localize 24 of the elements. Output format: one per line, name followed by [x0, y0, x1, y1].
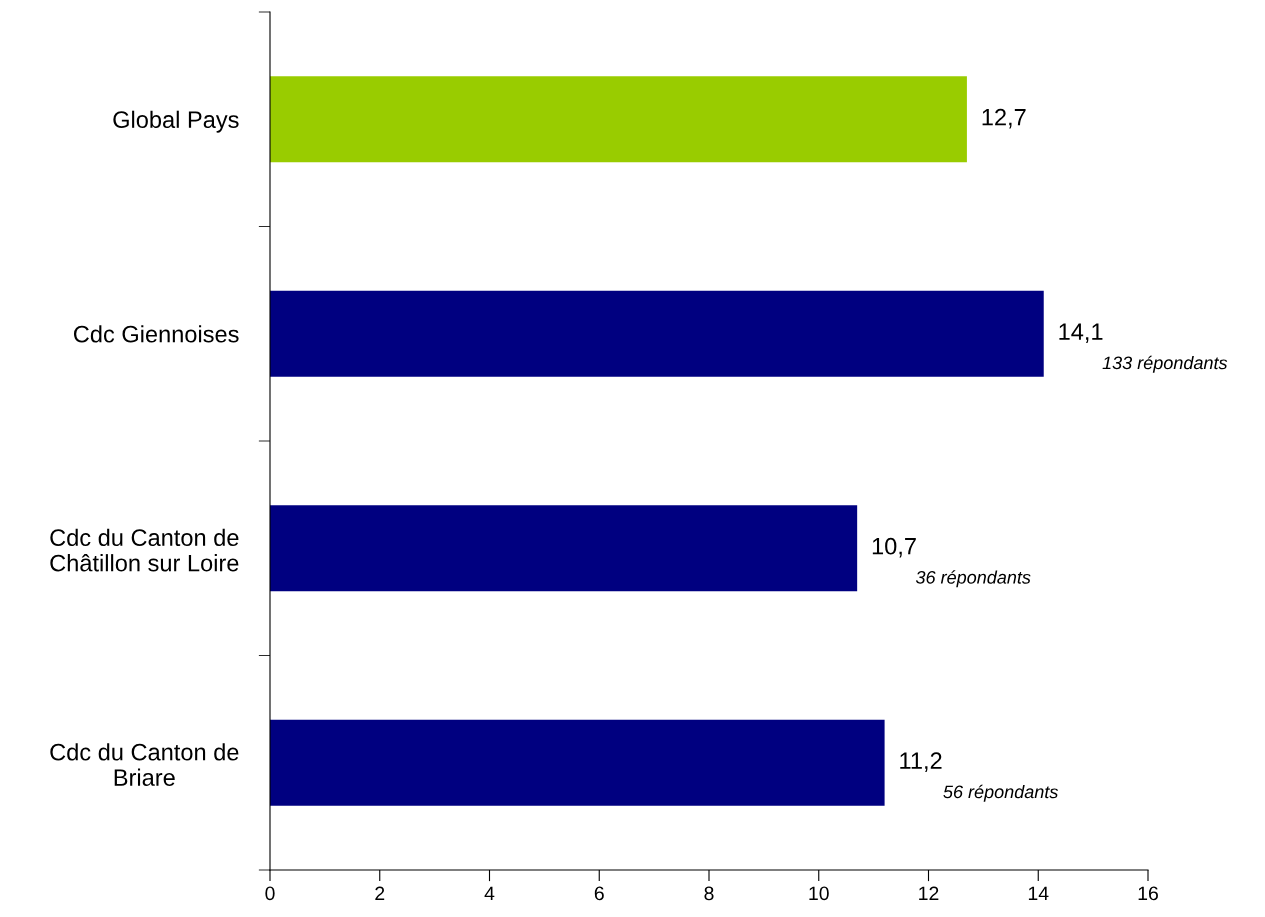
y-tick-label: Cdc du Canton de Châtillon sur Loire	[50, 528, 239, 572]
annotation: 133 répondants	[1102, 355, 1228, 373]
data-label: 10,7	[872, 537, 916, 558]
bar	[270, 76, 967, 163]
x-tick-label: 0	[265, 886, 275, 901]
annotation: 36 répondants	[915, 570, 1031, 588]
x-tick-label: 10	[809, 886, 829, 901]
x-tick-label: 12	[919, 886, 939, 901]
x-tick-label: 6	[594, 886, 604, 901]
annotation: 56 répondants	[943, 784, 1059, 802]
y-tick-label: Cdc Giennoises	[73, 325, 239, 343]
x-tick-label: 16	[1138, 886, 1158, 901]
y-tick-label: Global Pays	[113, 110, 239, 133]
data-label: 14,1	[1059, 323, 1103, 343]
x-tick-label: 4	[484, 886, 495, 901]
y-tick-label: Cdc du Canton de Briare	[50, 743, 239, 786]
bar	[270, 719, 885, 806]
data-label: 11,2	[900, 752, 942, 772]
x-tick-label: 2	[375, 886, 385, 901]
bar	[270, 290, 1044, 377]
x-tick-label: 8	[704, 886, 714, 901]
bar	[270, 505, 858, 592]
data-label: 12,7	[982, 108, 1026, 129]
x-tick-label: 14	[1028, 886, 1049, 901]
